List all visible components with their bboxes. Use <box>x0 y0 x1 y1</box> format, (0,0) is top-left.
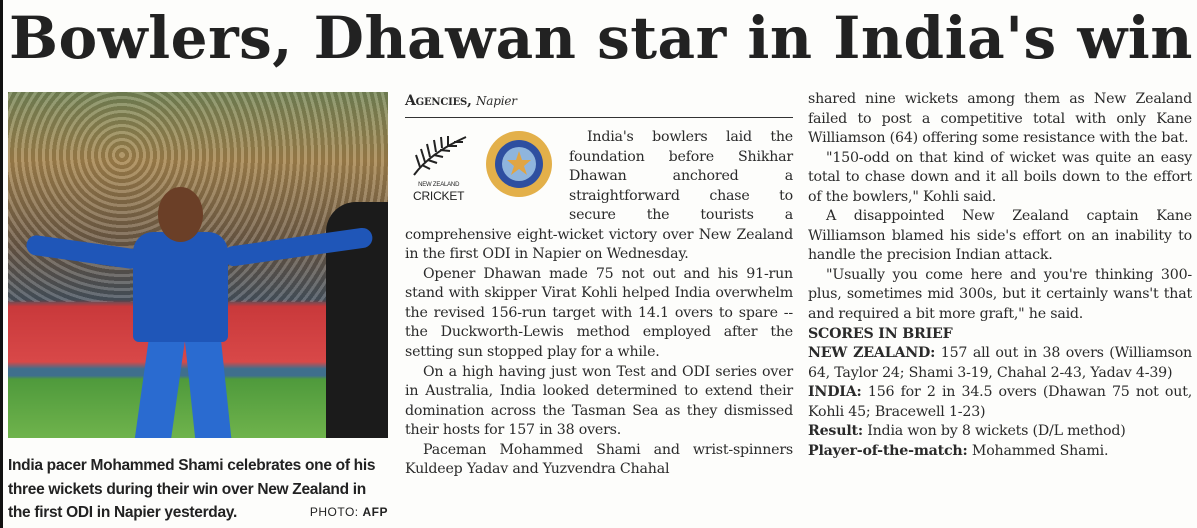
photo-player <box>133 232 228 342</box>
photo-caption: India pacer Mohammed Shami celebrates on… <box>8 454 388 525</box>
nz-cricket-logo-text: NEW ZEALAND CRICKET <box>413 180 464 202</box>
article-paragraph: "Usually you come here and you're thinki… <box>808 266 1192 323</box>
article-column-2: Agencies, Napier NEW ZEALAND CRICKET <box>405 90 793 480</box>
scores-heading: SCORES IN BRIEF <box>808 325 953 342</box>
score-india: INDIA: 156 for 2 in 34.5 overs (Dhawan 7… <box>808 383 1192 422</box>
nz-logo-small-text: NEW ZEALAND <box>418 182 460 188</box>
team-logos: NEW ZEALAND CRICKET <box>405 128 563 208</box>
score-india-label: INDIA: <box>808 384 862 401</box>
result-label: Result: <box>808 423 863 440</box>
player-of-match: Player-of-the-match: Mohammed Shami. <box>808 442 1192 462</box>
article-paragraph: Opener Dhawan made 75 not out and his 91… <box>405 265 793 361</box>
article-paragraph: shared nine wickets among them as New Ze… <box>808 91 1192 147</box>
silver-fern-icon <box>413 136 467 176</box>
photo-leg <box>184 335 238 438</box>
article-paragraph: "150-odd on that kind of wicket was quit… <box>808 149 1192 205</box>
match-photo <box>8 92 388 438</box>
byline-agency: Agencies, <box>405 93 472 109</box>
result-text: India won by 8 wickets (D/L method) <box>867 423 1126 440</box>
credit-label: PHOTO: <box>309 505 359 519</box>
article-paragraph: India's bowlers laid the foundation befo… <box>405 129 793 263</box>
score-nz-text: 157 all out in 38 overs (Williamson 64, … <box>808 345 1192 381</box>
score-nz-label: NEW ZEALAND: <box>808 345 936 362</box>
byline: Agencies, Napier <box>405 90 793 118</box>
credit-source: AFP <box>362 505 388 519</box>
headline: Bowlers, Dhawan star in India's win <box>9 4 1193 72</box>
potm-label: Player-of-the-match: <box>808 442 968 459</box>
byline-place: Napier <box>476 94 517 108</box>
article-paragraph: Paceman Mohammed Shami and wrist-spinner… <box>405 441 793 478</box>
potm-text: Mohammed Shami. <box>971 442 1109 459</box>
photo-player-head <box>158 187 203 242</box>
article-paragraph: A disappointed New Zealand captain Kane … <box>808 208 1192 264</box>
caption-text: India pacer Mohammed Shami celebrates on… <box>8 457 376 521</box>
photo-leg <box>127 335 185 438</box>
article-paragraph: On a high having just won Test and ODI s… <box>405 363 793 439</box>
match-result: Result: India won by 8 wickets (D/L meth… <box>808 422 1192 442</box>
article-column-3: shared nine wickets among them as New Ze… <box>808 90 1192 461</box>
score-india-text: 156 for 2 in 34.5 overs (Dhawan 75 not o… <box>808 384 1192 420</box>
nz-logo-text: CRICKET <box>413 189 465 203</box>
bcci-crest-icon <box>486 131 552 197</box>
score-nz: NEW ZEALAND: 157 all out in 38 overs (Wi… <box>808 344 1192 383</box>
photo-credit: PHOTO: AFP <box>310 501 388 525</box>
